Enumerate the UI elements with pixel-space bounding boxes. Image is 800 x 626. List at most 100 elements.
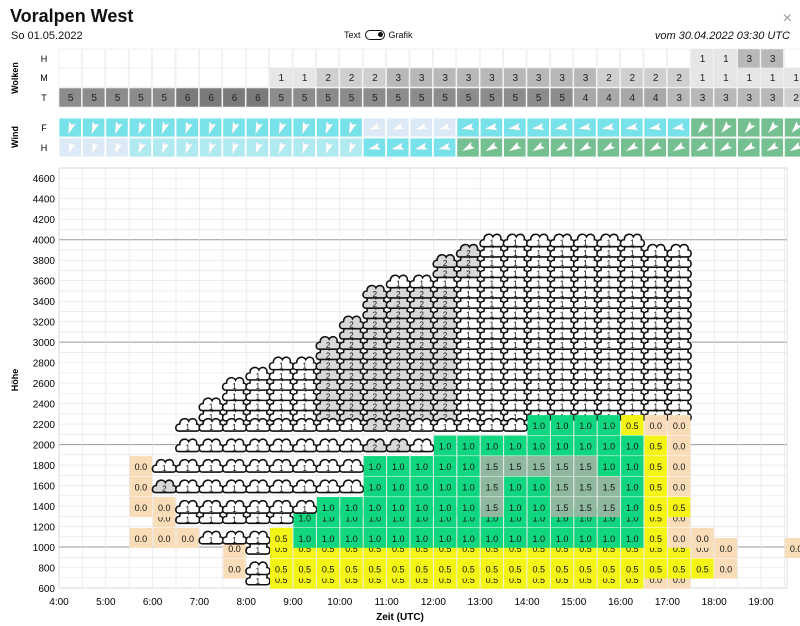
page-title: Voralpen West <box>10 6 134 26</box>
cloud-icon: 1 <box>502 417 529 432</box>
lift-value: 1.0 <box>509 442 522 452</box>
svg-text:1: 1 <box>302 372 307 381</box>
cloud-cell-value: 5 <box>559 93 565 104</box>
svg-text:1: 1 <box>653 300 658 309</box>
cloud-cell-value: 2 <box>793 93 799 104</box>
svg-text:1: 1 <box>630 362 635 371</box>
cloud-cell-value: 5 <box>162 93 168 104</box>
lift-cell <box>457 435 480 456</box>
lift-value: 1.5 <box>532 462 545 472</box>
cloud-cell <box>643 87 667 108</box>
cloud-cell-value: 1 <box>723 73 729 84</box>
svg-text:2: 2 <box>373 300 378 309</box>
lift-value: 0.5 <box>462 565 475 575</box>
cloud-icon: 1 <box>338 479 365 494</box>
svg-text:1: 1 <box>279 362 284 371</box>
svg-text:2: 2 <box>419 300 424 309</box>
svg-text:1: 1 <box>607 310 612 319</box>
wind-arrow-icon <box>91 121 100 135</box>
cloud-cell <box>175 67 199 88</box>
svg-text:2: 2 <box>443 403 448 412</box>
cloud-cell <box>526 48 550 69</box>
svg-text:1: 1 <box>513 249 518 258</box>
svg-text:2: 2 <box>326 362 331 371</box>
svg-text:1: 1 <box>185 485 190 494</box>
cloud-cell <box>503 87 527 108</box>
toggle-switch[interactable] <box>364 30 385 40</box>
wind-arrow-icon <box>68 121 77 135</box>
wind-arrow-icon <box>414 142 428 150</box>
lift-value: 0.5 <box>392 544 405 554</box>
svg-text:1: 1 <box>302 444 307 453</box>
svg-text:1: 1 <box>653 341 658 350</box>
svg-text:1: 1 <box>466 372 471 381</box>
cloud-cell-value: 5 <box>325 93 331 104</box>
lift-value: 0.0 <box>228 565 241 575</box>
svg-text:1: 1 <box>677 382 682 391</box>
svg-text:2: 2 <box>349 321 354 330</box>
clouds-group-label: Wolken <box>10 62 20 94</box>
x-tick-label: 7:00 <box>190 597 210 608</box>
cloud-cell-value: 1 <box>770 73 776 84</box>
svg-text:1: 1 <box>256 423 261 432</box>
lift-value: 1.5 <box>579 503 592 513</box>
svg-text:2: 2 <box>443 290 448 299</box>
svg-text:1: 1 <box>466 290 471 299</box>
wind-cell <box>784 137 800 158</box>
lift-cell <box>621 476 644 497</box>
lift-value: 1.0 <box>322 534 335 544</box>
svg-text:1: 1 <box>466 382 471 391</box>
lift-cell <box>433 497 457 518</box>
lift-value: 1.0 <box>509 503 522 513</box>
svg-text:1: 1 <box>513 403 518 412</box>
lift-value: 0.5 <box>322 544 335 554</box>
wind-arrow-icon <box>507 122 522 131</box>
cloud-cell-value: 3 <box>536 73 542 84</box>
svg-text:1: 1 <box>583 382 588 391</box>
cloud-cell <box>690 67 714 88</box>
cloud-icon: 1 <box>268 479 295 494</box>
cloud-cell-value: 1 <box>793 73 799 84</box>
wind-arrow-icon <box>578 122 592 131</box>
cloud-cell <box>737 67 761 88</box>
lift-value: 0.5 <box>579 544 592 554</box>
svg-text:2: 2 <box>419 331 424 340</box>
y-tick-label: 1600 <box>33 482 56 493</box>
svg-text:1: 1 <box>302 485 307 494</box>
svg-text:1: 1 <box>583 392 588 401</box>
svg-text:1: 1 <box>256 403 261 412</box>
cloud-icon: 1 <box>245 366 271 381</box>
svg-text:1: 1 <box>256 577 261 586</box>
cloud-row-label: M <box>40 73 48 83</box>
x-tick-label: 9:00 <box>283 597 303 608</box>
lift-value: 0.0 <box>673 513 686 523</box>
cloud-icon: 1 <box>198 479 224 494</box>
svg-text:1: 1 <box>653 372 658 381</box>
wind-arrow-icon <box>461 141 475 152</box>
wind-arrow-icon <box>461 122 475 131</box>
svg-text:1: 1 <box>607 372 612 381</box>
cloud-icon: 1 <box>315 479 341 494</box>
cloud-icon: 1 <box>666 243 692 258</box>
svg-text:1: 1 <box>302 403 307 412</box>
svg-text:1: 1 <box>490 280 495 289</box>
cloud-cell <box>409 87 433 108</box>
y-tick-label: 600 <box>38 584 55 595</box>
lift-cell <box>597 527 621 548</box>
svg-text:2: 2 <box>373 413 378 422</box>
svg-text:1: 1 <box>490 351 495 360</box>
cloud-cell <box>152 87 176 108</box>
wind-arrow-icon <box>414 122 428 131</box>
svg-text:2: 2 <box>373 382 378 391</box>
cloud-cell-value: 3 <box>513 73 519 84</box>
close-icon[interactable]: × <box>782 10 792 27</box>
svg-text:1: 1 <box>419 423 424 432</box>
cloud-icon: 1 <box>596 233 622 248</box>
svg-text:1: 1 <box>209 444 214 453</box>
view-toggle[interactable]: Text Grafik <box>344 30 413 40</box>
lift-value: 0.5 <box>579 565 592 575</box>
y-tick-label: 800 <box>38 564 55 575</box>
cloud-icon: 1 <box>619 233 646 248</box>
lift-value: 0.5 <box>369 565 382 575</box>
lift-value: 1.0 <box>579 534 592 544</box>
